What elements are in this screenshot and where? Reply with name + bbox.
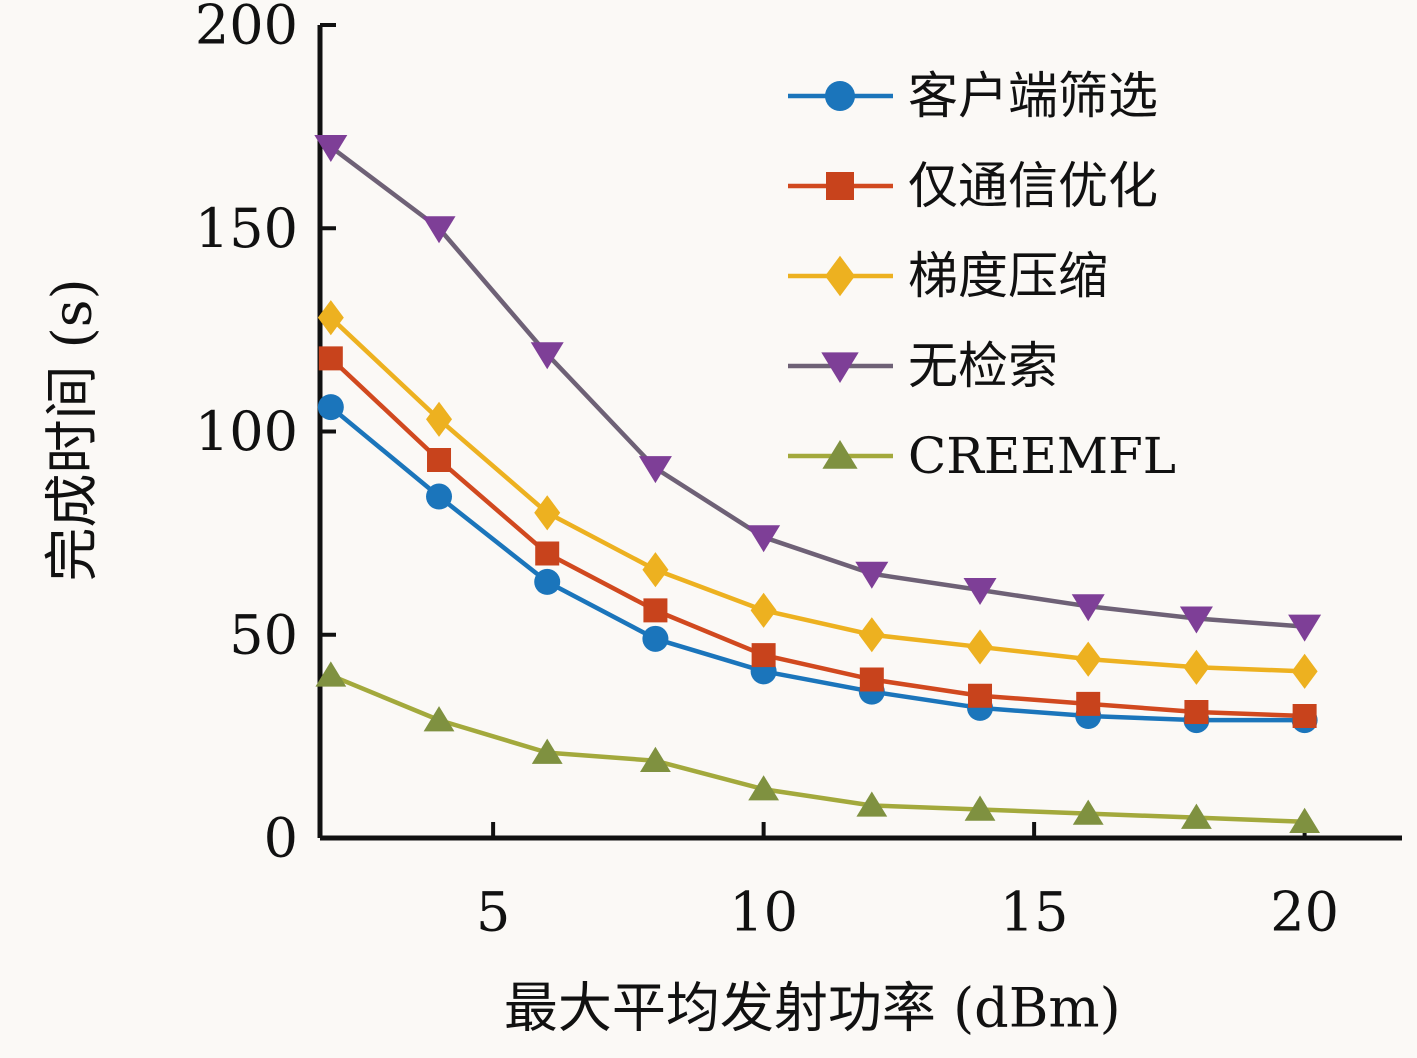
series-marker-3 — [855, 561, 889, 589]
x-tick-label: 5 — [476, 881, 510, 944]
series-marker-1 — [643, 598, 668, 623]
series-marker-2 — [1183, 649, 1210, 685]
y-axis-label: 完成时间 (s) — [41, 278, 104, 581]
series-marker-3 — [747, 525, 781, 553]
series-marker-2 — [750, 592, 777, 628]
series-marker-4 — [423, 706, 455, 732]
legend-marker-3 — [821, 352, 859, 383]
series-marker-2 — [642, 552, 669, 588]
series-marker-0 — [317, 394, 344, 421]
series-marker-2 — [426, 401, 453, 437]
series-marker-3 — [422, 216, 456, 244]
series-marker-0 — [426, 483, 453, 510]
legend-label-0: 客户端筛选 — [908, 67, 1158, 125]
x-axis-label: 最大平均发射功率 (dBm) — [504, 977, 1121, 1040]
series-marker-2 — [317, 300, 344, 336]
series-marker-4 — [315, 661, 347, 687]
series-marker-2 — [1291, 653, 1318, 689]
series-marker-3 — [638, 456, 672, 484]
series-marker-1 — [427, 447, 452, 472]
legend-label-3: 无检索 — [908, 337, 1058, 395]
series-marker-1 — [751, 643, 776, 668]
legend-marker-4 — [822, 440, 858, 469]
series-line-2 — [329, 316, 1305, 674]
x-tick-label: 20 — [1270, 881, 1339, 944]
series-marker-4 — [1181, 803, 1212, 829]
series-marker-4 — [964, 795, 996, 821]
series-marker-3 — [1071, 594, 1105, 622]
series-marker-4 — [531, 738, 563, 764]
series-marker-2 — [967, 629, 994, 665]
series-marker-3 — [314, 134, 348, 162]
legend-marker-2 — [825, 255, 855, 297]
series-marker-1 — [318, 346, 343, 371]
y-tick-label: 200 — [195, 0, 298, 57]
series-marker-3 — [1179, 606, 1213, 634]
y-tick-label: 0 — [264, 807, 298, 870]
legend-label-1: 仅通信优化 — [908, 157, 1158, 215]
series-marker-4 — [1072, 799, 1104, 825]
series-marker-1 — [1292, 704, 1317, 729]
series-marker-4 — [1289, 807, 1321, 833]
series-marker-2 — [534, 495, 561, 531]
series-marker-2 — [1075, 641, 1102, 677]
series-marker-4 — [856, 791, 888, 817]
x-tick-label: 10 — [729, 881, 798, 944]
series-marker-4 — [640, 746, 671, 772]
y-tick-label: 100 — [195, 400, 298, 463]
series-marker-2 — [858, 617, 885, 653]
legend-marker-0 — [825, 81, 855, 111]
series-marker-1 — [968, 683, 993, 708]
series-marker-3 — [963, 578, 997, 606]
series-marker-1 — [1184, 699, 1209, 724]
series-marker-4 — [748, 775, 780, 801]
legend-marker-1 — [826, 172, 854, 200]
y-tick-label: 50 — [229, 603, 298, 666]
legend-label-2: 梯度压缩 — [908, 247, 1108, 305]
series-marker-1 — [859, 667, 884, 692]
series-marker-0 — [642, 625, 669, 652]
series-line-0 — [329, 405, 1305, 723]
x-tick-label: 15 — [1000, 881, 1069, 944]
series-marker-1 — [1076, 691, 1101, 716]
series-marker-0 — [534, 568, 561, 595]
legend-label-4: CREEMFL — [908, 427, 1176, 485]
series-marker-3 — [530, 342, 564, 370]
series-marker-3 — [1288, 614, 1322, 642]
series-line-3 — [329, 145, 1305, 629]
series-marker-1 — [535, 541, 560, 566]
series-line-1 — [329, 356, 1305, 719]
y-tick-label: 150 — [195, 197, 298, 260]
series-line-4 — [329, 673, 1305, 824]
